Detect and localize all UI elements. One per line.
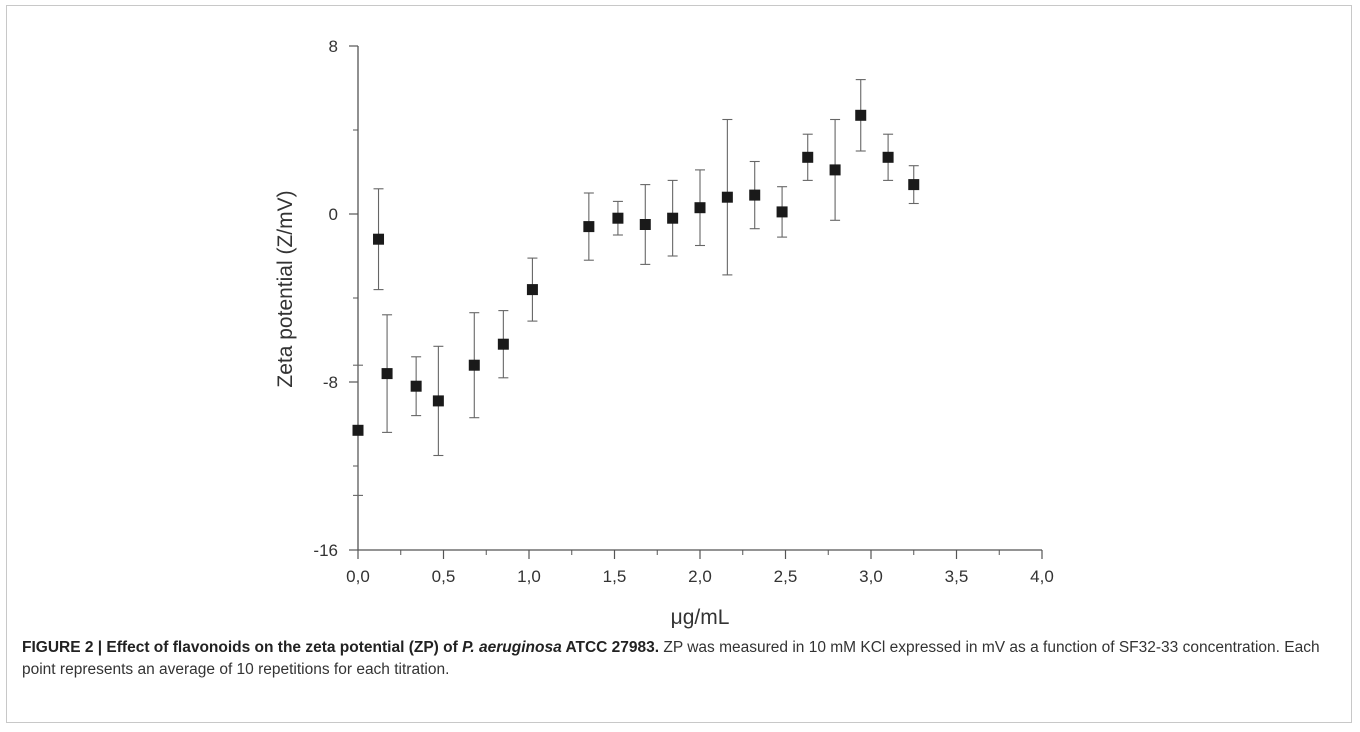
caption-strain: ATCC 27983.	[561, 639, 660, 656]
y-axis-label: Zeta potential (Z/mV)	[274, 190, 297, 387]
data-point	[802, 151, 814, 163]
data-point	[855, 109, 867, 121]
data-point	[721, 191, 733, 203]
data-point	[381, 368, 393, 380]
x-tick-label: 3,5	[945, 567, 969, 586]
caption-label: FIGURE 2 | Effect of flavonoids on the z…	[22, 639, 463, 656]
data-point	[749, 189, 761, 201]
x-tick-label: 1,5	[603, 567, 627, 586]
figure-frame	[6, 5, 1352, 723]
x-tick-label: 2,0	[688, 567, 712, 586]
x-axis-label: μg/mL	[671, 606, 730, 629]
data-points	[352, 109, 920, 436]
data-point	[908, 179, 920, 191]
error-bars	[353, 79, 919, 496]
data-point	[694, 202, 706, 214]
caption-species: P. aeruginosa	[462, 639, 562, 656]
y-tick-label: 0	[329, 205, 338, 224]
data-point	[497, 338, 509, 350]
chart-axes	[357, 46, 1042, 551]
caption-body: ZP was measured in 10 mM KCl expressed i…	[22, 639, 1320, 678]
x-tick-label: 0,5	[432, 567, 456, 586]
data-point	[410, 380, 422, 392]
x-tick-label: 1,0	[517, 567, 541, 586]
y-tick-label: 8	[329, 37, 338, 56]
data-point	[776, 206, 788, 218]
data-point	[639, 219, 651, 230]
data-point	[612, 212, 624, 224]
x-tick-label: 4,0	[1030, 567, 1054, 586]
figure-caption: FIGURE 2 | Effect of flavonoids on the z…	[22, 637, 1342, 681]
chart-ticks: 0,0 0,5 1,0 1,5 2,0 2,5 3,0 3,5 4,0 8 0 -8 -16	[313, 37, 1053, 586]
data-point	[526, 284, 538, 296]
data-point	[468, 359, 480, 371]
scatter-chart: 0,0 0,5 1,0 1,5 2,0 2,5 3,0 3,5 4,0 8 0 -8 -16 μg/mL…	[274, 37, 1054, 629]
data-point	[583, 221, 595, 233]
data-point	[882, 151, 894, 163]
x-tick-label: 3,0	[859, 567, 883, 586]
data-point	[373, 233, 385, 245]
data-point	[667, 212, 679, 224]
data-point	[829, 164, 841, 176]
data-point	[352, 424, 364, 436]
data-point	[432, 395, 444, 407]
y-tick-label: -16	[313, 541, 338, 560]
y-tick-label: -8	[323, 373, 338, 392]
x-tick-label: 0,0	[346, 567, 370, 586]
x-tick-label: 2,5	[774, 567, 798, 586]
